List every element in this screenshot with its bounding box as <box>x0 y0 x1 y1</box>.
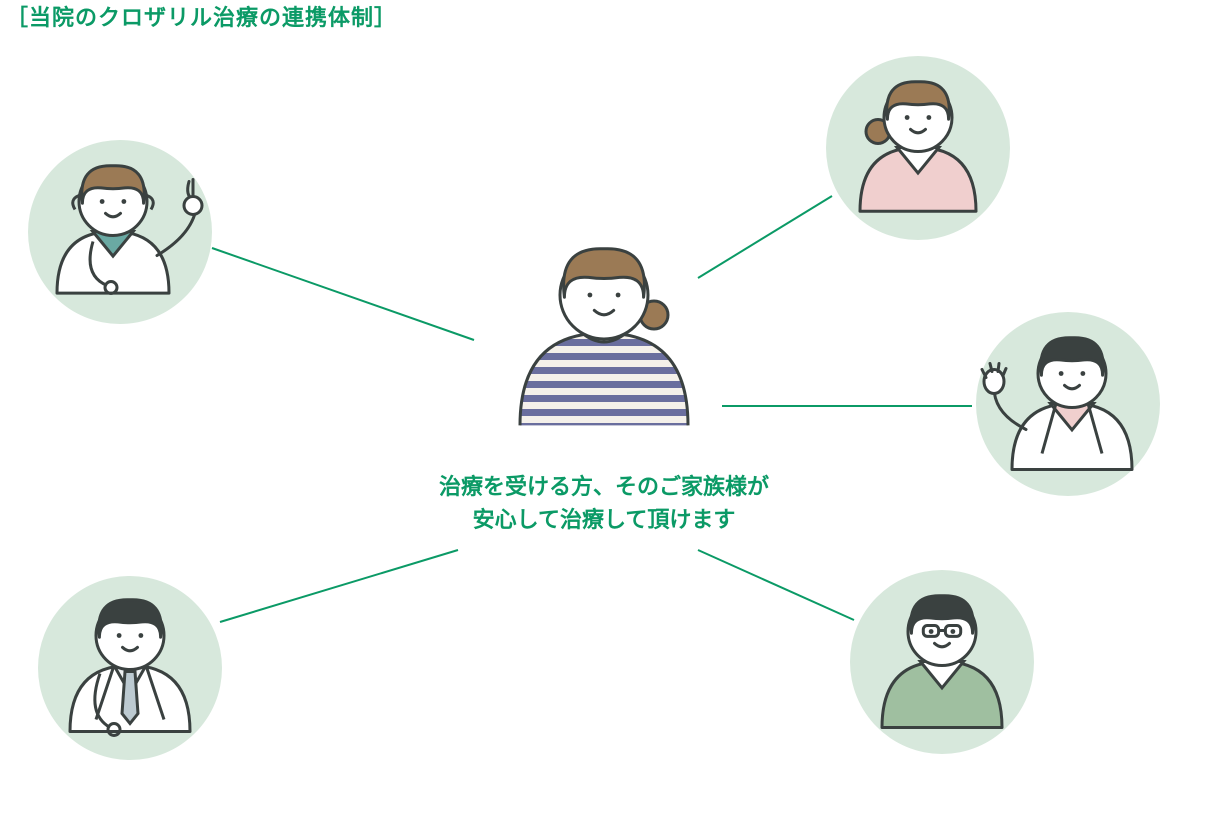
male-glasses-scrub-icon <box>857 570 1027 755</box>
diagram-stage: ［当院のクロザリル治療の連携体制］ <box>0 0 1208 835</box>
center-caption: 治療を受ける方、そのご家族様が 安心して治療して頂けます <box>0 470 1208 536</box>
female-nurse-pink-icon <box>833 56 1003 241</box>
node-doctor-bottom-left <box>38 576 222 760</box>
female-coat-gesture-icon <box>978 312 1158 497</box>
diagram-title: ［当院のクロザリル治療の連携体制］ <box>6 0 397 32</box>
node-nurse-top-right <box>826 56 1010 240</box>
male-doctor-coat-icon <box>45 576 215 761</box>
patient-center-figure <box>504 225 704 445</box>
node-doctor-top-left <box>28 140 212 324</box>
node-glasses-bottom-right <box>850 570 1034 754</box>
female-doctor-pointing-icon <box>35 140 205 325</box>
node-pointing-right <box>976 312 1160 496</box>
